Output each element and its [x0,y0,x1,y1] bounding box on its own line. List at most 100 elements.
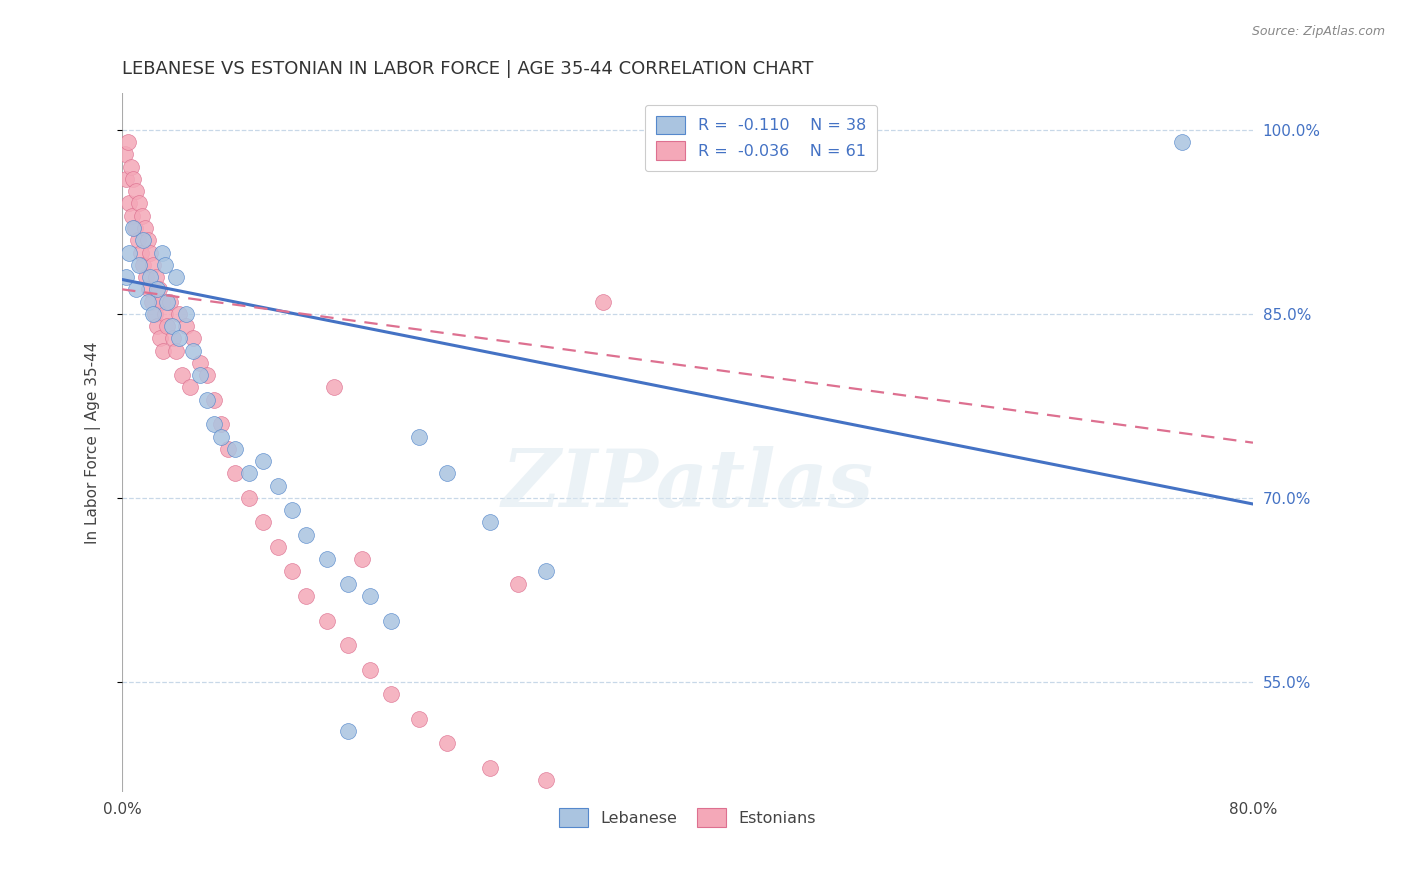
Y-axis label: In Labor Force | Age 35-44: In Labor Force | Age 35-44 [86,342,101,544]
Point [252,454,274,468]
Point [118,245,141,260]
Point [436,736,458,750]
Point [143,307,166,321]
Point [195,392,218,407]
Point [209,429,232,443]
Point [174,319,197,334]
Point [1171,135,1194,149]
Point [145,270,167,285]
Point [195,368,218,383]
Point [281,503,304,517]
Point [134,221,156,235]
Point [138,282,160,296]
Point [150,294,173,309]
Point [136,233,159,247]
Legend: Lebanese, Estonians: Lebanese, Estonians [553,802,823,833]
Point [146,282,169,296]
Point [188,368,211,383]
Point [316,614,339,628]
Point [181,331,204,345]
Point [129,245,152,260]
Point [506,576,529,591]
Point [114,147,136,161]
Point [238,467,260,481]
Point [295,589,318,603]
Point [359,663,381,677]
Point [125,184,148,198]
Point [316,552,339,566]
Point [337,638,360,652]
Point [238,491,260,505]
Point [117,135,139,149]
Point [135,270,157,285]
Point [174,307,197,321]
Point [181,343,204,358]
Point [266,478,288,492]
Point [266,540,288,554]
Point [150,245,173,260]
Point [534,772,557,787]
Point [128,258,150,272]
Point [121,209,143,223]
Point [152,343,174,358]
Point [122,221,145,235]
Point [146,319,169,334]
Point [156,319,179,334]
Point [170,368,193,383]
Point [141,294,163,309]
Point [142,307,165,321]
Point [224,467,246,481]
Point [217,442,239,456]
Point [153,307,176,321]
Point [408,712,430,726]
Point [131,209,153,223]
Point [359,589,381,603]
Point [380,687,402,701]
Point [165,343,187,358]
Point [142,258,165,272]
Point [179,380,201,394]
Point [592,294,614,309]
Point [118,196,141,211]
Point [148,282,170,296]
Point [124,221,146,235]
Point [281,565,304,579]
Point [122,172,145,186]
Point [436,467,458,481]
Point [352,552,374,566]
Point [209,417,232,432]
Point [153,258,176,272]
Point [323,380,346,394]
Point [128,196,150,211]
Point [295,527,318,541]
Point [165,270,187,285]
Point [156,294,179,309]
Point [132,233,155,247]
Point [337,576,360,591]
Point [167,307,190,321]
Point [162,331,184,345]
Text: ZIPatlas: ZIPatlas [502,446,873,524]
Point [167,331,190,345]
Point [120,160,142,174]
Point [127,233,149,247]
Point [149,331,172,345]
Point [202,417,225,432]
Point [252,516,274,530]
Point [132,258,155,272]
Point [115,172,138,186]
Point [337,723,360,738]
Point [408,429,430,443]
Point [125,282,148,296]
Point [224,442,246,456]
Point [160,319,183,334]
Point [139,245,162,260]
Text: Source: ZipAtlas.com: Source: ZipAtlas.com [1251,25,1385,38]
Point [534,565,557,579]
Point [188,356,211,370]
Point [139,270,162,285]
Point [136,294,159,309]
Point [478,516,501,530]
Point [380,614,402,628]
Text: LEBANESE VS ESTONIAN IN LABOR FORCE | AGE 35-44 CORRELATION CHART: LEBANESE VS ESTONIAN IN LABOR FORCE | AG… [122,60,814,78]
